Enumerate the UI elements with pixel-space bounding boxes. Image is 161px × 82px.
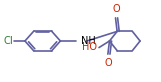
Text: NH: NH (81, 36, 96, 46)
Text: O: O (104, 58, 112, 68)
Text: HO: HO (82, 42, 97, 52)
Text: Cl: Cl (4, 36, 13, 46)
Text: O: O (112, 4, 120, 14)
